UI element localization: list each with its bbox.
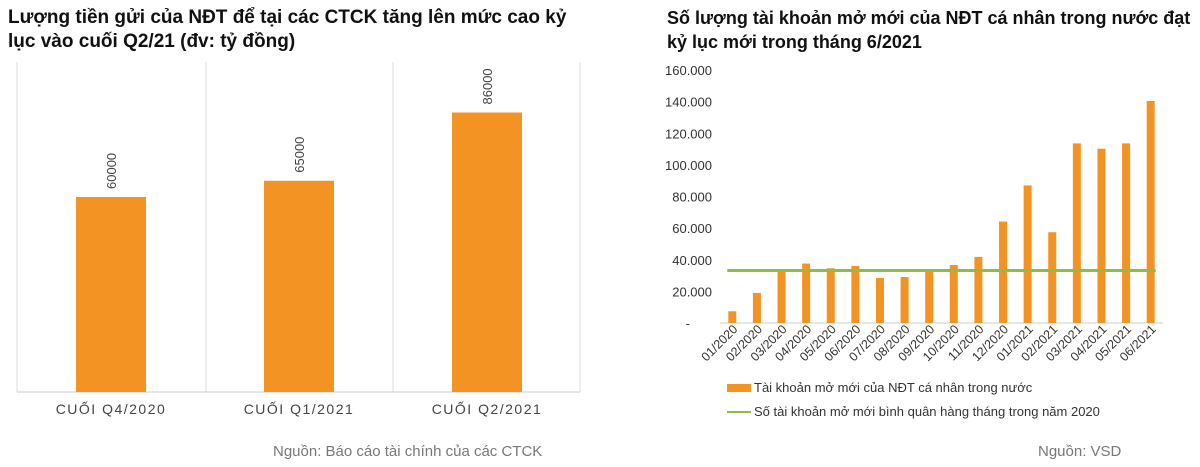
bar-03/2020 (777, 271, 786, 323)
bar-CUỐI Q1/2021 (264, 180, 334, 392)
legend-label: Số tài khoản mở mới bình quân hàng tháng… (754, 404, 1100, 419)
legend-item-line: Số tài khoản mở mới bình quân hàng tháng… (727, 404, 1100, 419)
data-label: 60000 (104, 153, 119, 189)
y-tick-label: - (686, 316, 690, 331)
y-tick-label: 100.000 (665, 158, 712, 173)
bar-09/2020 (925, 271, 934, 323)
x-tick-label: CUỐI Q2/2021 (432, 400, 543, 417)
right-source: Nguồn: VSD (1038, 443, 1122, 460)
bar-07/2020 (875, 277, 884, 323)
bar-08/2020 (900, 276, 909, 323)
data-label: 86000 (480, 68, 495, 104)
legend-swatch-line (727, 410, 751, 413)
data-label: 65000 (292, 137, 307, 173)
y-tick-label: 160.000 (665, 63, 712, 78)
left-chart-title: Lượng tiền gửi của NĐT để tại các CTCK t… (8, 7, 567, 52)
bar-10/2020 (949, 264, 958, 323)
bar-CUỐI Q2/2021 (452, 112, 522, 392)
legend-swatch-bar (727, 383, 751, 392)
legend-item-bars: Tài khoản mở mới của NĐT cá nhân trong n… (727, 380, 1032, 395)
legend-label: Tài khoản mở mới của NĐT cá nhân trong n… (754, 380, 1033, 395)
bar-05/2021 (1122, 143, 1131, 323)
x-tick-label: CUỐI Q1/2021 (244, 400, 355, 417)
bar-01/2021 (1023, 185, 1032, 323)
bar-05/2020 (826, 268, 835, 323)
y-tick-label: 80.000 (672, 190, 712, 205)
y-tick-label: 20.000 (672, 284, 712, 299)
bar-CUỐI Q4/2020 (76, 197, 146, 392)
bar-04/2020 (802, 263, 811, 323)
bar-01/2020 (728, 311, 737, 323)
bar-12/2020 (999, 221, 1008, 323)
bar-11/2020 (974, 256, 983, 323)
bar-04/2021 (1097, 148, 1106, 323)
bar-02/2021 (1048, 232, 1057, 323)
y-tick-label: 60.000 (672, 221, 712, 236)
y-tick-label: 40.000 (672, 253, 712, 268)
right-chart-title: Số lượng tài khoản mở mới của NĐT cá nhâ… (667, 8, 1191, 52)
bar-03/2021 (1072, 143, 1081, 323)
x-tick-label: CUỐI Q4/2020 (56, 400, 167, 417)
y-tick-label: 140.000 (665, 95, 712, 110)
bar-02/2020 (752, 292, 761, 323)
left-source: Nguồn: Báo cáo tài chính của các CTCK (273, 443, 543, 460)
bar-06/2021 (1146, 100, 1155, 324)
y-tick-label: 120.000 (665, 126, 712, 141)
bar-06/2020 (851, 265, 860, 323)
